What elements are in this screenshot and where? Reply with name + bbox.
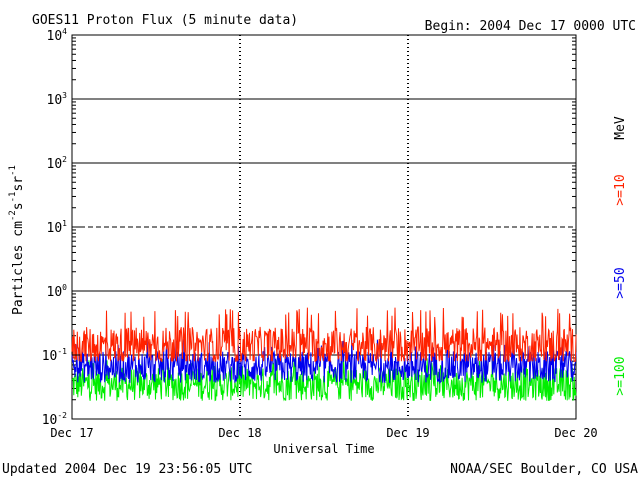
x-tick-label: Dec 18 [218, 426, 261, 440]
y-tick-label: 103 [47, 91, 68, 108]
x-axis-label: Universal Time [273, 442, 374, 456]
y-tick-label: 104 [47, 27, 68, 44]
y-axis-label: Particles cm-2s-1sr-1 [8, 165, 26, 315]
y-tick-label: 100 [47, 283, 68, 300]
legend-series-label: >=10 [613, 174, 628, 205]
x-tick-labels: Dec 17 Dec 18 Dec 19 Dec 20 [50, 426, 597, 440]
begin-time: Begin: 2004 Dec 17 0000 UTC [425, 19, 636, 34]
x-tick-label: Dec 20 [554, 426, 597, 440]
legend-series-label: >=50 [613, 267, 628, 298]
series-group [71, 307, 577, 402]
legend: MeV >=10 >=50 >=100 [613, 116, 628, 395]
legend-unit: MeV [613, 116, 628, 140]
y-tick-labels: 10-2 10-1 100 101 102 103 104 [42, 27, 80, 428]
y-tick-label: 101 [47, 219, 68, 236]
chart-title: GOES11 Proton Flux (5 minute data) [32, 13, 298, 28]
credit: NOAA/SEC Boulder, CO USA [450, 462, 638, 477]
x-tick-label: Dec 17 [50, 426, 93, 440]
y-tick-label: 10-1 [42, 347, 67, 364]
legend-series-label: >=100 [613, 356, 628, 395]
x-tick-label: Dec 19 [386, 426, 429, 440]
y-tick-label: 10-2 [42, 411, 67, 428]
updated-time: Updated 2004 Dec 19 23:56:05 UTC [2, 462, 252, 477]
y-tick-label: 102 [47, 155, 68, 172]
series-line [71, 307, 577, 363]
